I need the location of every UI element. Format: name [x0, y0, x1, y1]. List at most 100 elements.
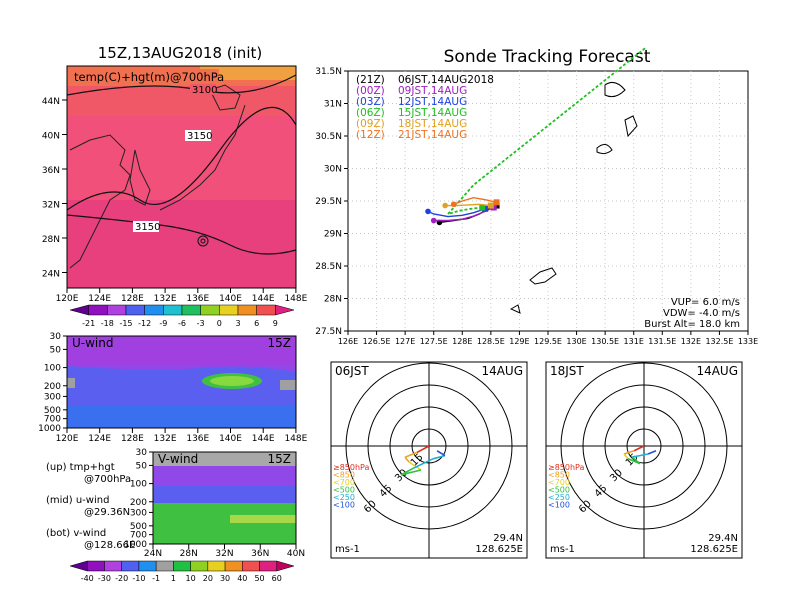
track-lon-label: 133E [738, 337, 758, 346]
map-colorbar-swatch [125, 304, 145, 316]
hodograph-18jst: 1530456018JST14AUG≥850hPa<850<700<500<25… [545, 361, 743, 559]
v-wind-colorbar-swatch [259, 560, 278, 572]
u-wind-time: 15Z [268, 336, 292, 350]
track-landing-marker [425, 208, 431, 215]
track-title: Sonde Tracking Forecast [444, 47, 651, 67]
hodograph-unit: ms-1 [335, 544, 360, 555]
u-wind-lon-label: 132E [154, 434, 177, 444]
description-bot-1: (bot) v-wind [46, 528, 106, 539]
v-wind-colorbar-swatch [224, 560, 243, 572]
hodograph-date: 14AUG [481, 364, 523, 378]
track-lon-label: 129.5E [534, 337, 562, 346]
map-colorbar-swatch [275, 304, 295, 316]
island-outline [529, 267, 557, 285]
track-launch-marker [479, 204, 486, 211]
v-wind-lat-label: 24N [144, 549, 162, 559]
track-series-line [445, 47, 646, 216]
track-lat-label: 31.5N [315, 67, 342, 77]
v-wind-colorbar-label: 50 [254, 574, 264, 583]
map-lon-label: 120E [56, 294, 79, 304]
description-bot-2: @128.66E [84, 540, 135, 551]
hodograph-level-label: <100 [548, 501, 570, 510]
track-lon-label: 132E [681, 337, 701, 346]
v-wind-colorbar: -40 -30 -20 -10 -1 1 10 20 30 40 50 60 [69, 560, 295, 583]
map-lat-label: 24N [42, 270, 60, 280]
legend-label: 09JST,14AUG [398, 85, 467, 97]
map-lat-label: 44N [42, 97, 60, 107]
track-lon-label: 131E [624, 337, 644, 346]
coastline-korea [129, 149, 151, 206]
map-lon-label: 148E [284, 294, 307, 304]
legend-code: (06Z) [356, 107, 385, 119]
track-lon-label: 130.5E [591, 337, 619, 346]
legend-label: 21JST,14AUG [398, 129, 467, 141]
description-up-2: @700hPa [84, 474, 131, 485]
description-up-1: (up) tmp+hgt [46, 462, 115, 473]
hodograph-level-label: <250 [548, 493, 570, 502]
hodograph-level-label: <500 [333, 486, 355, 495]
track-lon-label: 126.5E [363, 337, 391, 346]
v-wind-colorbar-swatch [207, 560, 226, 572]
track-lat-label: 29N [324, 230, 342, 240]
u-wind-lon-axis: 120E 124E 128E 132E 136E 140E 144E 148E [56, 428, 308, 444]
v-wind-colorbar-label: -1 [152, 574, 160, 583]
island-outline [624, 115, 638, 138]
map-colorbar-label: -3 [197, 319, 205, 328]
hodograph-lat: 29.4N [493, 533, 523, 544]
track-lon-label: 131.5E [648, 337, 676, 346]
map-title: 15Z,13AUG2018 (init) [98, 44, 262, 62]
hodograph-trace-segment [623, 450, 635, 455]
v-wind-colorbar-swatch [86, 560, 105, 572]
legend-code: (12Z) [356, 129, 385, 141]
hodograph-trace-segment [647, 450, 657, 455]
hodograph-trace-segment [631, 453, 649, 458]
track-lon-label: 129E [509, 337, 529, 346]
u-wind-pressure-label: 1000 [38, 424, 61, 434]
hodograph-unit: ms-1 [550, 544, 575, 555]
v-wind-colorbar-label: 1 [171, 574, 176, 583]
map-colorbar-label: 3 [235, 319, 240, 328]
v-wind-colorbar-label: 20 [203, 574, 213, 583]
v-wind-colorbar-label: -40 [81, 574, 94, 583]
map-colorbar-label: -18 [101, 319, 114, 328]
hodograph-trace-segment [408, 461, 422, 471]
contour-label: 3100 [192, 85, 217, 96]
island-outline [596, 144, 613, 155]
track-lon-label: 130E [566, 337, 586, 346]
v-wind-label: V-wind [158, 452, 198, 466]
map-colorbar-swatch [88, 304, 108, 316]
description-mid-2: @29.36N [84, 507, 130, 518]
u-wind-lon-label: 120E [56, 434, 79, 444]
track-lat-label: 30N [324, 165, 342, 175]
u-wind-pressure-label: 50 [50, 345, 62, 355]
v-wind-lat-label: 40N [287, 549, 305, 559]
hodograph-trace-segment [416, 445, 430, 454]
legend-label: 15JST,14AUG [398, 107, 467, 119]
track-lat-label: 29.5N [315, 197, 342, 207]
map-colorbar-label: 0 [217, 319, 222, 328]
u-wind-pressure-label: 300 [44, 392, 61, 402]
track-lat-label: 28N [324, 295, 342, 305]
track-launch-marker [487, 202, 494, 209]
v-wind-lat-label: 32N [215, 549, 233, 559]
map-colorbar: -21 -18 -15 -12 -9 -6 -3 0 3 6 9 [69, 304, 295, 328]
map-colorbar-label: -15 [119, 319, 132, 328]
track-lon-axis: 126E 126.5E 127E 127.5E 128E 128.5E 129E 129.5E… [338, 331, 758, 346]
map-lon-label: 132E [154, 294, 177, 304]
v-wind-colorbar-swatch [138, 560, 157, 572]
v-wind-pressure-label: 300 [130, 508, 147, 518]
v-wind-colorbar-label: 30 [220, 574, 230, 583]
v-wind-colorbar-swatch [242, 560, 260, 572]
track-lat-axis: 31.5N 31N 30.5N 30N 29.5N 29N 28.5N 28N 27.5N [315, 67, 348, 337]
legend-code: (21Z) [356, 74, 385, 86]
contour-label: 3150 [187, 131, 212, 142]
v-wind-lat-label: 36N [251, 549, 269, 559]
map-lat-label: 32N [42, 201, 60, 211]
map-colorbar-swatch [69, 304, 89, 316]
v-wind-pressure-label: 100 [130, 480, 147, 490]
